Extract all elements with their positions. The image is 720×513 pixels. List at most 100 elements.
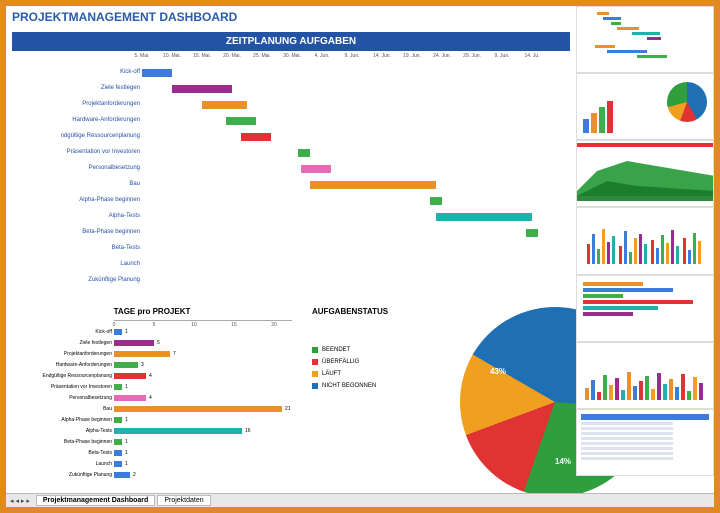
- days-task-value: 1: [125, 450, 128, 456]
- days-chart-title: TAGE pro PROJEKT: [12, 307, 292, 316]
- gantt-task-row: Personalbesetzung: [12, 161, 570, 177]
- days-task-row: Präsentation vor Investoren1: [12, 383, 292, 393]
- days-task-value: 16: [245, 428, 251, 434]
- main-dashboard: PROJEKTMANAGEMENT DASHBOARD ZEITPLANUNG …: [6, 6, 576, 507]
- thumb-table-row: [581, 452, 673, 455]
- thumb-bar: [676, 246, 679, 264]
- thumb-bar: [698, 241, 701, 264]
- gantt-task-bar[interactable]: [202, 101, 247, 109]
- days-task-row: Projektanforderungen7: [12, 350, 292, 360]
- days-task-row: Beta-Phase beginnen1: [12, 438, 292, 448]
- days-task-row: Zukünftige Planung2: [12, 471, 292, 481]
- gantt-task-bar[interactable]: [526, 229, 538, 237]
- gantt-task-bar[interactable]: [172, 85, 232, 93]
- thumb-bar: [651, 389, 655, 400]
- thumb-bar: [637, 55, 667, 58]
- thumb-bar: [693, 377, 697, 400]
- gantt-date-tick: 30. Mai.: [283, 53, 301, 59]
- days-task-bar[interactable]: [114, 362, 138, 368]
- gantt-date-axis: 5. Mai.10. Mai.15. Mai.20. Mai.25. Mai.3…: [142, 53, 570, 63]
- thumb-pie[interactable]: [576, 73, 714, 140]
- days-task-bar[interactable]: [114, 340, 154, 346]
- thumb-bar: [599, 107, 605, 133]
- days-task-bar[interactable]: [114, 384, 122, 390]
- days-task-bar[interactable]: [114, 439, 122, 445]
- tab-dashboard[interactable]: Projektmanagement Dashboard: [36, 495, 155, 506]
- gantt-task-row: Bau: [12, 177, 570, 193]
- days-task-bar[interactable]: [114, 461, 122, 467]
- gantt-task-label: Personalbesetzung: [12, 165, 140, 171]
- days-per-project-chart: TAGE pro PROJEKT 05101520 Kick-off1Ziele…: [12, 307, 292, 482]
- gantt-task-bar[interactable]: [430, 197, 442, 205]
- days-task-bar[interactable]: [114, 329, 122, 335]
- days-task-value: 3: [141, 362, 144, 368]
- days-task-value: 4: [149, 373, 152, 379]
- thumb-bar: [671, 230, 674, 264]
- gantt-date-tick: 5. Mai.: [134, 53, 149, 59]
- sheet-nav-buttons[interactable]: ◂ ◂ ▸ ▸: [6, 497, 34, 505]
- days-task-bar[interactable]: [114, 417, 122, 423]
- days-task-bar[interactable]: [114, 395, 146, 401]
- thumb-columns2[interactable]: [576, 342, 714, 409]
- gantt-task-row: Beta-Tests: [12, 241, 570, 257]
- gantt-task-bar[interactable]: [226, 117, 256, 125]
- thumb-bar: [609, 385, 613, 400]
- days-task-bar[interactable]: [114, 373, 146, 379]
- thumb-table-row: [581, 427, 673, 430]
- gantt-date-tick: 4. Jun.: [314, 53, 329, 59]
- days-task-bar[interactable]: [114, 450, 122, 456]
- gantt-task-label: Beta-Tests: [12, 245, 140, 251]
- tab-projektdaten[interactable]: Projektdaten: [157, 495, 210, 506]
- gantt-task-label: Beta-Phase beginnen: [12, 229, 140, 235]
- days-task-value: 1: [125, 329, 128, 335]
- thumb-bar: [607, 242, 610, 264]
- gantt-date-tick: 9. Jun.: [344, 53, 359, 59]
- days-task-bar[interactable]: [114, 406, 282, 412]
- days-task-label: Bau: [12, 406, 112, 412]
- thumb-bar: [583, 282, 643, 286]
- thumb-bar: [629, 252, 632, 264]
- gantt-task-bar[interactable]: [436, 213, 532, 221]
- gantt-chart: 5. Mai.10. Mai.15. Mai.20. Mai.25. Mai.3…: [12, 53, 570, 303]
- gantt-date-tick: 10. Mai.: [163, 53, 181, 59]
- days-task-row: Kick-off 1: [12, 328, 292, 338]
- gantt-task-bar[interactable]: [241, 133, 271, 141]
- gantt-date-tick: 20. Mai.: [223, 53, 241, 59]
- gantt-task-row: Projektanforderungen: [12, 97, 570, 113]
- thumb-area[interactable]: [576, 140, 714, 207]
- gantt-task-bar[interactable]: [142, 69, 172, 77]
- thumb-hbars[interactable]: [576, 275, 714, 342]
- thumb-table-row: [581, 457, 673, 460]
- days-task-value: 1: [125, 461, 128, 467]
- days-task-label: Beta-Tests: [12, 450, 112, 456]
- gantt-task-row: Alpha-Phase beginnen: [12, 193, 570, 209]
- days-task-bar[interactable]: [114, 351, 170, 357]
- thumb-table-row: [581, 447, 673, 450]
- days-task-value: 21: [285, 406, 291, 412]
- days-task-bar[interactable]: [114, 472, 130, 478]
- days-task-row: Ziele festlegen5: [12, 339, 292, 349]
- days-task-bar[interactable]: [114, 428, 242, 434]
- gantt-task-bar[interactable]: [298, 149, 310, 157]
- banner-title: ZEITPLANUNG AUFGABEN: [12, 32, 570, 51]
- thumb-bar: [592, 234, 595, 264]
- legend-item: LÄUFT: [312, 371, 376, 377]
- thumb-bar: [699, 383, 703, 400]
- days-task-row: Personalbesetzung4: [12, 394, 292, 404]
- thumb-bar: [615, 378, 619, 400]
- thumb-bar: [607, 101, 613, 133]
- thumb-gantt[interactable]: [576, 6, 714, 73]
- thumb-bar: [612, 236, 615, 264]
- thumb-bar: [639, 381, 643, 400]
- gantt-task-bar[interactable]: [310, 181, 436, 189]
- thumb-pie: [667, 82, 707, 122]
- thumb-columns[interactable]: [576, 207, 714, 274]
- days-task-row: Hardware-Anforderungen3: [12, 361, 292, 371]
- gantt-date-tick: 9. Jun.: [494, 53, 509, 59]
- gantt-task-bar[interactable]: [301, 165, 331, 173]
- thumbnail-sidebar: [576, 6, 714, 476]
- days-task-label: Kick-off: [12, 329, 112, 335]
- thumb-bar: [603, 17, 621, 20]
- thumb-table[interactable]: [576, 409, 714, 476]
- thumb-table-row: [581, 437, 673, 440]
